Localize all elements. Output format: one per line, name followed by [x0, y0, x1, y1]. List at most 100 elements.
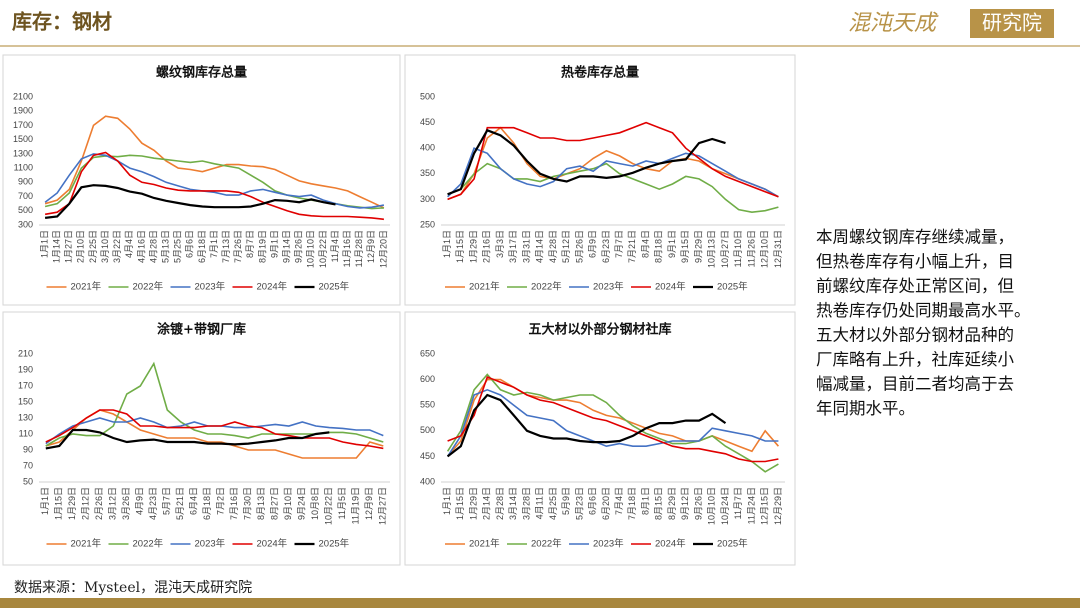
x-tick-label: 1月29日 — [67, 487, 77, 520]
y-tick-label: 2100 — [13, 91, 33, 101]
x-tick-label: 6月18日 — [197, 230, 207, 263]
chart-title: 涂镀+带钢厂库 — [157, 322, 246, 338]
x-tick-label: 1月15日 — [455, 487, 465, 520]
legend-label: 2024年 — [257, 281, 288, 293]
x-tick-label: 11月24日 — [746, 487, 756, 524]
x-tick-label: 11月4日 — [330, 230, 340, 262]
x-tick-label: 11月7日 — [733, 487, 743, 519]
x-tick-label: 1月15日 — [54, 487, 64, 520]
commentary-line: 前螺纹库存处正常区间，但 — [816, 277, 1014, 296]
y-tick-label: 550 — [420, 400, 435, 410]
x-tick-label: 4月9日 — [135, 487, 145, 515]
x-tick-label: 9月26日 — [294, 230, 304, 263]
x-tick-label: 6月6日 — [588, 487, 598, 515]
x-tick-label: 1月29日 — [468, 230, 478, 263]
x-tick-label: 1月14日 — [52, 230, 62, 263]
series-line — [447, 147, 779, 198]
legend-label: 2023年 — [195, 281, 226, 293]
x-tick-label: 7月30日 — [243, 487, 253, 520]
commentary-line: 但热卷库存有小幅上升，目 — [816, 252, 1014, 271]
x-tick-label: 8月1日 — [640, 487, 650, 515]
x-tick-label: 5月21日 — [175, 487, 185, 520]
x-tick-label: 9月10日 — [283, 487, 293, 520]
series-line — [44, 153, 385, 209]
y-tick-label: 170 — [18, 380, 33, 390]
series-line — [447, 375, 779, 463]
x-tick-label: 8月18日 — [654, 230, 664, 263]
x-tick-label: 1月27日 — [64, 230, 74, 263]
x-tick-label: 4月28日 — [548, 230, 558, 263]
x-tick-label: 8月15日 — [654, 487, 664, 520]
y-tick-label: 500 — [420, 91, 435, 101]
y-tick-label: 130 — [18, 412, 33, 422]
legend-label: 2023年 — [195, 538, 226, 550]
x-tick-label: 6月4日 — [189, 487, 199, 515]
y-tick-label: 500 — [18, 205, 33, 215]
y-tick-label: 350 — [420, 168, 435, 178]
chart-panel — [404, 54, 796, 306]
x-tick-label: 3月12日 — [108, 487, 118, 520]
y-tick-label: 1500 — [13, 134, 33, 144]
x-tick-label: 5月25日 — [173, 230, 183, 263]
y-tick-label: 900 — [18, 177, 33, 187]
x-tick-label: 9月26日 — [693, 487, 703, 520]
x-tick-label: 10月27日 — [720, 230, 730, 268]
x-tick-label: 10月24日 — [720, 487, 730, 525]
x-tick-label: 6月20日 — [601, 487, 611, 520]
y-tick-label: 600 — [420, 374, 435, 384]
chart-panel — [2, 54, 401, 306]
x-tick-label: 10月22日 — [324, 487, 334, 525]
x-tick-label: 9月12日 — [680, 487, 690, 520]
x-tick-label: 4月4日 — [124, 230, 134, 258]
x-tick-label: 11月16日 — [342, 230, 352, 267]
x-tick-label: 7月4日 — [614, 487, 624, 515]
x-tick-label: 9月29日 — [693, 230, 703, 263]
x-tick-label: 11月26日 — [746, 230, 756, 267]
x-tick-label: 4月28日 — [148, 230, 158, 263]
logo-text: 研究院 — [982, 11, 1042, 35]
x-tick-label: 11月19日 — [351, 487, 361, 524]
x-tick-label: 7月18日 — [627, 487, 637, 520]
y-tick-label: 1700 — [13, 120, 33, 130]
x-tick-label: 2月28日 — [495, 487, 505, 520]
legend-label: 2025年 — [717, 538, 748, 550]
x-tick-label: 1月29日 — [468, 487, 478, 520]
legend-label: 2024年 — [257, 538, 288, 550]
x-tick-label: 7月21日 — [627, 230, 637, 263]
x-tick-label: 7月2日 — [216, 487, 226, 515]
x-tick-label: 4月11日 — [535, 487, 545, 519]
x-tick-label: 10月10日 — [306, 230, 316, 268]
x-tick-label: 12月9日 — [364, 487, 374, 520]
x-tick-label: 1月1日 — [39, 230, 49, 258]
footer-bar — [0, 598, 1080, 608]
x-tick-label: 8月4日 — [640, 230, 650, 258]
x-tick-label: 6月9日 — [588, 230, 598, 258]
x-tick-label: 1月15日 — [455, 230, 465, 263]
series-line — [447, 121, 779, 201]
x-tick-label: 5月9日 — [561, 487, 571, 515]
x-tick-label: 4月23日 — [148, 487, 158, 520]
x-tick-label: 9月24日 — [297, 487, 307, 520]
y-tick-label: 450 — [420, 117, 435, 127]
y-tick-label: 210 — [18, 348, 33, 358]
x-tick-label: 3月10日 — [100, 230, 110, 263]
x-tick-label: 3月28日 — [521, 487, 531, 520]
x-tick-label: 2月16日 — [482, 230, 492, 263]
series-line — [45, 428, 330, 450]
series-line — [44, 151, 384, 221]
series-line — [447, 128, 726, 196]
series-line — [44, 184, 336, 219]
x-tick-label: 5月12日 — [561, 230, 571, 263]
x-tick-label: 4月25日 — [548, 487, 558, 520]
x-tick-label: 9月1日 — [667, 230, 677, 258]
x-tick-label: 5月13日 — [160, 230, 170, 263]
x-tick-label: 8月19日 — [257, 230, 267, 263]
x-tick-label: 7月7日 — [614, 230, 624, 258]
commentary-line: 本周螺纹钢库存继续减量， — [816, 228, 1014, 247]
commentary-line: 五大材以外部分钢材品种的 — [816, 326, 1014, 345]
legend-label: 2021年 — [71, 538, 102, 550]
series-line — [446, 393, 727, 458]
x-tick-label: 12月31日 — [773, 230, 783, 268]
x-tick-label: 2月25日 — [88, 230, 98, 263]
